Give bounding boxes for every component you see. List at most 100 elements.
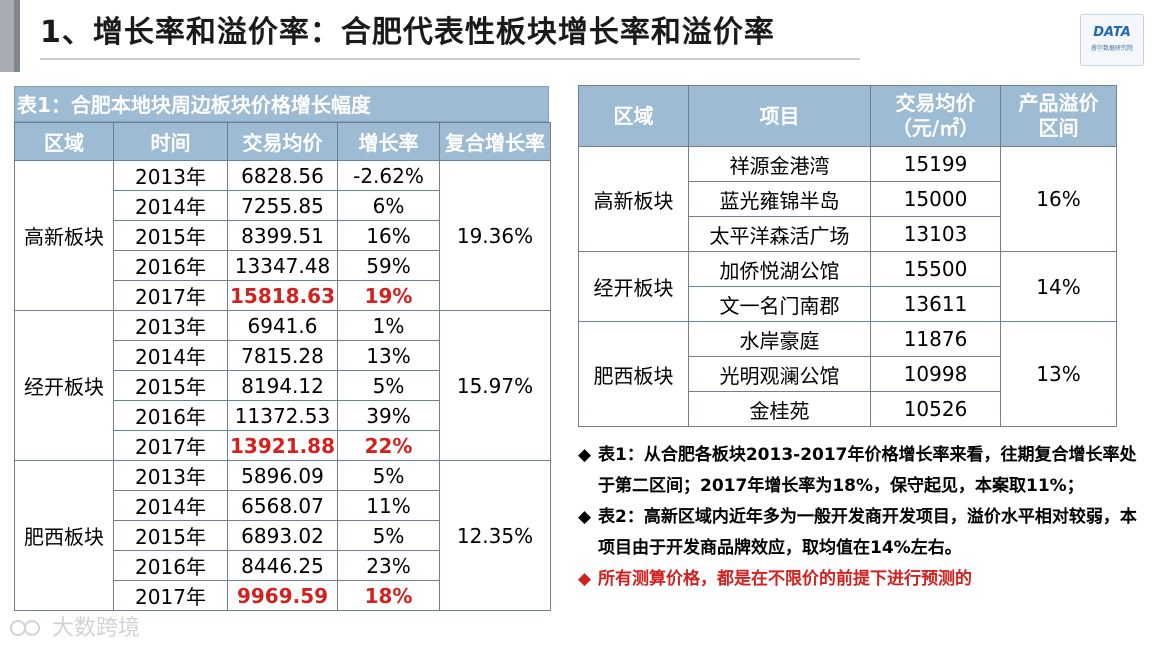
table2-header-price: 交易均价 （元/㎡） xyxy=(870,85,1001,147)
project-cell: 文一名门南郡 xyxy=(688,286,871,322)
year-cell: 2017年 xyxy=(113,580,228,611)
price-cell: 6893.02 xyxy=(227,520,338,551)
price-cell: 10998 xyxy=(870,356,1001,392)
notes-block: ◆ 表1：从合肥各板块2013-2017年价格增长率来看，往期复合增长率处于第二… xyxy=(578,440,1138,595)
price-cell: 15500 xyxy=(870,251,1001,287)
table-row: 经开板块 2013年 6941.6 1% 15.97% xyxy=(14,310,551,461)
year-cell: 2014年 xyxy=(113,190,228,221)
year-cell: 2016年 xyxy=(113,250,228,281)
premium-cell: 16% xyxy=(1000,146,1117,252)
table-row: 肥西板块 2013年 5896.09 5% 12.35% xyxy=(14,460,551,611)
price-cell: 11372.53 xyxy=(227,400,338,431)
table-row: 2016年 11372.53 39% xyxy=(15,400,551,431)
table2-header-premium-line2: 区间 xyxy=(1038,116,1079,140)
growth-cell: 59% xyxy=(337,250,440,281)
growth-cell: 6% xyxy=(337,190,440,221)
table-row: 2017年 9969.59 18% xyxy=(15,580,551,611)
cagr-cell: 12.35% xyxy=(439,460,551,611)
cagr-cell: 15.97% xyxy=(439,310,551,461)
growth-cell: -2.62% xyxy=(337,160,440,191)
brand-logo: DATA 睿尔数据研究院 xyxy=(1080,14,1144,66)
watermark: 大数跨境 xyxy=(10,610,140,642)
price-cell: 8399.51 xyxy=(227,220,338,251)
price-cell: 6828.56 xyxy=(227,160,338,191)
table-row: 高新板块 祥源金港湾 15199 16% xyxy=(578,146,1117,252)
year-cell: 2015年 xyxy=(113,370,228,401)
table-row: 2014年 7815.28 13% xyxy=(15,340,551,371)
left-accent-bar-inner xyxy=(14,0,20,72)
region-cell: 高新板块 xyxy=(14,160,114,311)
cagr-cell: 19.36% xyxy=(439,160,551,311)
table-row: 高新板块 2013年 6828.56 -2.62% 19.36% xyxy=(14,160,551,311)
growth-cell: 19% xyxy=(337,280,440,311)
table1-header-year: 时间 xyxy=(113,122,228,161)
project-cell: 加侨悦湖公馆 xyxy=(688,251,871,287)
price-cell: 5896.09 xyxy=(227,460,338,491)
growth-cell: 18% xyxy=(337,580,440,611)
table-row: 2015年 6893.02 5% xyxy=(15,520,551,551)
price-cell: 8194.12 xyxy=(227,370,338,401)
table-row: 蓝光雍锦半岛 15000 xyxy=(579,181,1117,217)
growth-cell: 23% xyxy=(337,550,440,581)
region-cell: 肥西板块 xyxy=(578,321,689,427)
year-cell: 2015年 xyxy=(113,220,228,251)
price-cell: 15000 xyxy=(870,181,1001,217)
price-cell: 13103 xyxy=(870,216,1001,252)
year-cell: 2013年 xyxy=(113,310,228,341)
table-row: 2016年 13347.48 59% xyxy=(15,250,551,281)
region-cell: 高新板块 xyxy=(578,146,689,252)
year-cell: 2014年 xyxy=(113,340,228,371)
note-disclaimer-text: 所有测算价格，都是在不限价的前提下进行预测的 xyxy=(598,569,972,589)
note-disclaimer: ◆ 所有测算价格，都是在不限价的前提下进行预测的 xyxy=(578,564,1138,595)
project-cell: 蓝光雍锦半岛 xyxy=(688,181,871,217)
premium-cell: 13% xyxy=(1000,321,1117,427)
price-cell: 13611 xyxy=(870,286,1001,322)
table-row: 2014年 7255.85 6% xyxy=(15,190,551,221)
price-cell: 13921.88 xyxy=(227,430,338,461)
price-cell: 9969.59 xyxy=(227,580,338,611)
year-cell: 2016年 xyxy=(113,550,228,581)
table1-header-growth: 增长率 xyxy=(337,122,440,161)
diamond-bullet-icon: ◆ xyxy=(578,507,592,527)
table-row: 经开板块 加侨悦湖公馆 15500 14% xyxy=(578,251,1117,322)
year-cell: 2013年 xyxy=(113,460,228,491)
growth-cell: 1% xyxy=(337,310,440,341)
project-cell: 太平洋森活广场 xyxy=(688,216,871,252)
table-row: 2017年 15818.63 19% xyxy=(15,280,551,311)
growth-cell: 16% xyxy=(337,220,440,251)
premium-cell: 14% xyxy=(1000,251,1117,322)
growth-cell: 5% xyxy=(337,370,440,401)
price-cell: 11876 xyxy=(870,321,1001,357)
price-cell: 13347.48 xyxy=(227,250,338,281)
table1-header-price: 交易均价 xyxy=(227,122,338,161)
year-cell: 2016年 xyxy=(113,400,228,431)
growth-cell: 5% xyxy=(337,520,440,551)
growth-cell: 13% xyxy=(337,340,440,371)
project-cell: 光明观澜公馆 xyxy=(688,356,871,392)
year-cell: 2017年 xyxy=(113,280,228,311)
diamond-bullet-icon: ◆ xyxy=(578,569,592,589)
table-row: 2015年 8194.12 5% xyxy=(15,370,551,401)
page-title: 1、增长率和溢价率：合肥代表性板块增长率和溢价率 xyxy=(40,15,775,50)
growth-cell: 22% xyxy=(337,430,440,461)
region-cell: 肥西板块 xyxy=(14,460,114,611)
watermark-text: 大数跨境 xyxy=(52,616,141,641)
region-cell: 经开板块 xyxy=(14,310,114,461)
table1: 区域 时间 交易均价 增长率 复合增长率 高新板块 2013年 6828.56 -2.… xyxy=(14,122,551,611)
project-cell: 祥源金港湾 xyxy=(688,146,871,182)
table-row: 2017年 13921.88 22% xyxy=(15,430,551,461)
price-cell: 15818.63 xyxy=(227,280,338,311)
diamond-bullet-icon: ◆ xyxy=(578,445,592,465)
growth-cell: 5% xyxy=(337,460,440,491)
price-cell: 8446.25 xyxy=(227,550,338,581)
note-table1: ◆ 表1：从合肥各板块2013-2017年价格增长率来看，往期复合增长率处于第二… xyxy=(578,440,1138,502)
price-cell: 6941.6 xyxy=(227,310,338,341)
price-cell: 10526 xyxy=(870,391,1001,427)
logo-subtitle: 睿尔数据研究院 xyxy=(1090,45,1133,52)
table-row: 2016年 8446.25 23% xyxy=(15,550,551,581)
table2-header-price-line1: 交易均价 xyxy=(895,91,976,115)
table1-header-region: 区域 xyxy=(14,122,114,161)
table2-header-project: 项目 xyxy=(688,85,871,147)
growth-cell: 39% xyxy=(337,400,440,431)
price-cell: 7255.85 xyxy=(227,190,338,221)
